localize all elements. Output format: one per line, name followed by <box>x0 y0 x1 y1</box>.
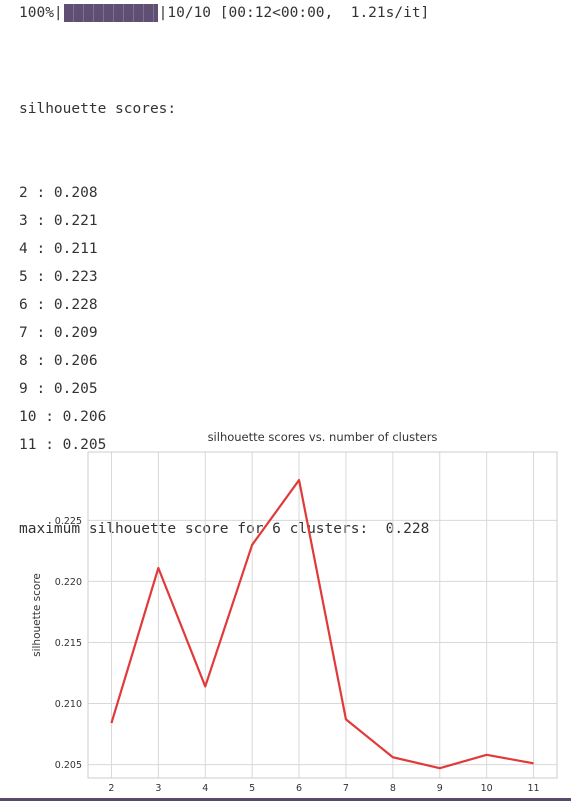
x-tick-label: 2 <box>108 783 114 794</box>
chart-title: silhouette scores vs. number of clusters <box>208 430 438 444</box>
x-tick-label: 10 <box>481 783 493 794</box>
score-line: 8 : 0.206 <box>19 353 98 369</box>
score-line: 3 : 0.221 <box>19 213 98 229</box>
score-line: 5 : 0.223 <box>19 269 98 285</box>
progress-line: 100% | | 10/10 [00:12<00:00, 1.21s/it] <box>19 2 429 24</box>
score-line: 6 : 0.228 <box>19 297 98 313</box>
x-tick-label: 6 <box>296 783 302 794</box>
score-line: 10 : 0.206 <box>19 409 107 425</box>
progress-status: 10/10 [00:12<00:00, 1.21s/it] <box>167 5 430 21</box>
x-tick-label: 3 <box>155 783 161 794</box>
series-line-silhouette <box>110 478 534 770</box>
plot-frame <box>87 451 558 779</box>
text-output: silhouette scores: 2 : 0.208 3 : 0.221 4 :… <box>19 39 429 599</box>
score-line: 9 : 0.205 <box>19 381 98 397</box>
score-line: 11 : 0.205 <box>19 437 107 453</box>
x-tick-label: 7 <box>343 783 349 794</box>
progress-bar-right-edge: | <box>158 5 168 21</box>
progress-bar <box>63 4 158 22</box>
y-tick-label: 0.220 <box>55 577 82 588</box>
progress-bar-fill <box>63 4 158 22</box>
score-line: 4 : 0.211 <box>19 241 98 257</box>
x-tick-label: 4 <box>202 783 208 794</box>
bottom-divider <box>0 798 571 801</box>
output-summary: maximum silhouette score for 6 clusters:… <box>19 521 430 537</box>
output-heading: silhouette scores: <box>19 101 177 117</box>
score-line: 2 : 0.208 <box>19 185 98 201</box>
silhouette-chart: 2 3 4 5 6 7 8 9 10 11 0.205 0.210 0.215 0.220 0.225 si… <box>31 430 558 794</box>
x-tick-label: 11 <box>528 783 540 794</box>
y-tick-label: 0.210 <box>55 699 82 710</box>
x-tick-label: 5 <box>249 783 255 794</box>
progress-percent: 100% <box>19 5 54 21</box>
x-tick-label: 8 <box>390 783 396 794</box>
x-tick-label: 9 <box>437 783 443 794</box>
score-line: 7 : 0.209 <box>19 325 98 341</box>
y-tick-label: 0.225 <box>55 516 82 527</box>
y-tick-label: 0.205 <box>55 760 82 771</box>
y-tick-label: 0.215 <box>55 638 82 649</box>
progress-bar-left-edge: | <box>53 5 63 21</box>
chart-container: 2 3 4 5 6 7 8 9 10 11 0.205 0.210 0.215 0.220 0.225 si… <box>0 425 571 801</box>
y-axis-label: silhouette score <box>31 573 43 657</box>
